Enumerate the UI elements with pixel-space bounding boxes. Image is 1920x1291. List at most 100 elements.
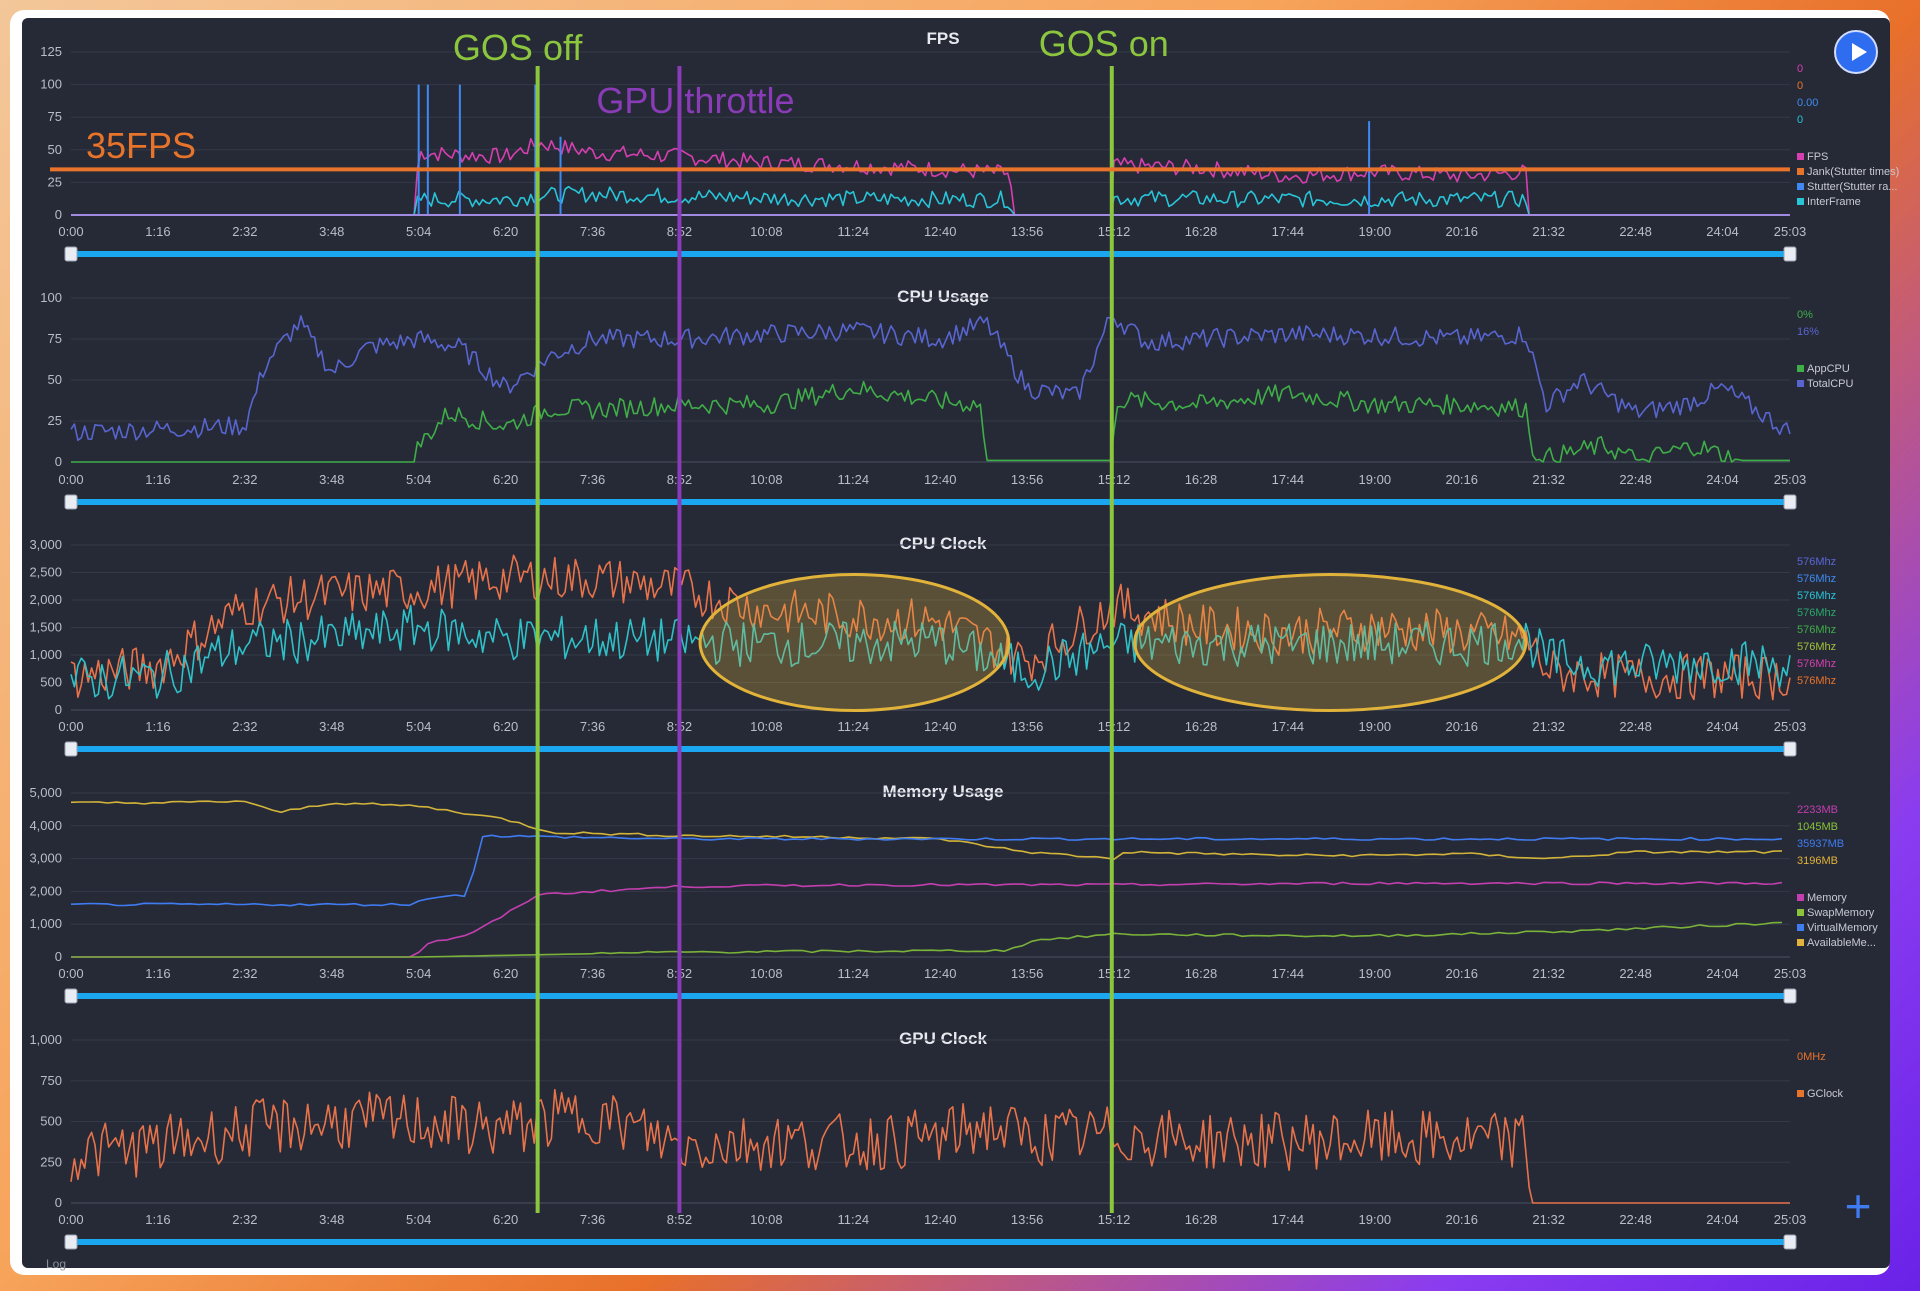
x-tick-label: 11:24 bbox=[838, 1212, 870, 1227]
x-tick-label: 24:04 bbox=[1706, 224, 1739, 239]
chart-title: CPU Usage bbox=[897, 287, 989, 306]
x-tick-label: 21:32 bbox=[1532, 472, 1565, 487]
x-tick-label: 5:04 bbox=[406, 719, 431, 734]
x-tick-label: 2:32 bbox=[232, 472, 257, 487]
fps-threshold-label: 35FPS bbox=[86, 125, 196, 166]
x-tick-label: 10:08 bbox=[750, 472, 783, 487]
x-tick-label: 5:04 bbox=[406, 472, 431, 487]
x-tick-label: 17:44 bbox=[1272, 719, 1305, 734]
legend-value: 2233MB bbox=[1797, 804, 1838, 816]
legend-value: 576Mhz bbox=[1797, 675, 1836, 687]
x-tick-label: 2:32 bbox=[232, 1212, 257, 1227]
x-tick-label: 21:32 bbox=[1532, 1212, 1565, 1227]
x-tick-label: 22:48 bbox=[1619, 966, 1652, 981]
x-tick-label: 6:20 bbox=[493, 224, 518, 239]
x-tick-label: 5:04 bbox=[406, 966, 431, 981]
x-tick-label: 11:24 bbox=[838, 472, 870, 487]
range-slider-handle-right bbox=[1783, 741, 1797, 757]
x-tick-label: 3:48 bbox=[319, 472, 344, 487]
series-line-cpu-little bbox=[70, 604, 1791, 700]
x-tick-label: 19:00 bbox=[1359, 966, 1392, 981]
x-tick-label: 19:00 bbox=[1359, 1212, 1392, 1227]
x-tick-label: 3:48 bbox=[319, 224, 344, 239]
x-tick-label: 20:16 bbox=[1445, 224, 1478, 239]
legend-label: VirtualMemory bbox=[1807, 922, 1878, 934]
y-tick-label: 1,500 bbox=[29, 620, 62, 635]
chart-title: FPS bbox=[926, 29, 959, 48]
y-tick-label: 0 bbox=[55, 702, 62, 717]
x-tick-label: 24:04 bbox=[1706, 1212, 1739, 1227]
x-tick-label: 0:00 bbox=[58, 472, 83, 487]
legend-value: 576Mhz bbox=[1797, 641, 1836, 653]
x-tick-label: 21:32 bbox=[1532, 224, 1565, 239]
legend-value: 16% bbox=[1797, 326, 1819, 338]
legend-label: SwapMemory bbox=[1807, 907, 1875, 919]
chart-title: CPU Clock bbox=[900, 534, 987, 553]
series-line-interframe bbox=[71, 185, 1790, 216]
x-tick-label: 17:44 bbox=[1272, 472, 1305, 487]
x-tick-label: 1:16 bbox=[145, 719, 170, 734]
y-tick-label: 2,500 bbox=[29, 565, 62, 580]
x-tick-label: 0:00 bbox=[58, 966, 83, 981]
x-tick-label: 25:03 bbox=[1774, 224, 1807, 239]
x-tick-label: 24:04 bbox=[1706, 472, 1739, 487]
legend-swatch bbox=[1797, 1090, 1804, 1097]
x-tick-label: 13:56 bbox=[1011, 224, 1044, 239]
y-tick-label: 0 bbox=[55, 1195, 62, 1210]
play-button[interactable] bbox=[1834, 30, 1878, 74]
y-tick-label: 3,000 bbox=[29, 851, 62, 866]
x-tick-label: 6:20 bbox=[493, 472, 518, 487]
x-tick-label: 25:03 bbox=[1774, 719, 1807, 734]
x-tick-label: 21:32 bbox=[1532, 719, 1565, 734]
x-tick-label: 10:08 bbox=[750, 966, 783, 981]
legend-label: GClock bbox=[1807, 1088, 1844, 1100]
y-tick-label: 100 bbox=[40, 77, 62, 92]
y-tick-label: 250 bbox=[40, 1154, 62, 1169]
x-tick-label: 13:56 bbox=[1011, 966, 1044, 981]
x-tick-label: 3:48 bbox=[319, 719, 344, 734]
x-tick-label: 20:16 bbox=[1445, 719, 1478, 734]
legend-value: 576Mhz bbox=[1797, 658, 1836, 670]
x-tick-label: 0:00 bbox=[58, 224, 83, 239]
y-tick-label: 2,000 bbox=[29, 883, 62, 898]
x-tick-label: 11:24 bbox=[838, 719, 870, 734]
x-tick-label: 15:12 bbox=[1098, 224, 1131, 239]
y-tick-label: 5,000 bbox=[29, 785, 62, 800]
legend-swatch bbox=[1797, 153, 1804, 160]
legend-value: 576Mhz bbox=[1797, 624, 1836, 636]
highlight-ellipse bbox=[698, 573, 1011, 712]
legend-value: 576Mhz bbox=[1797, 573, 1836, 585]
series-line-memory bbox=[71, 881, 1783, 958]
legend-swatch bbox=[1797, 939, 1804, 946]
x-tick-label: 12:40 bbox=[924, 1212, 957, 1227]
x-tick-label: 24:04 bbox=[1706, 719, 1739, 734]
y-tick-label: 500 bbox=[40, 1114, 62, 1129]
annotations: GOS off GOS on GPU throttle 35FPS bbox=[50, 23, 1790, 1213]
x-tick-label: 20:16 bbox=[1445, 1212, 1478, 1227]
series-line-appcpu bbox=[71, 380, 1790, 463]
legend-value: 0 bbox=[1797, 63, 1803, 75]
x-tick-label: 12:40 bbox=[924, 224, 957, 239]
x-tick-label: 6:20 bbox=[493, 966, 518, 981]
x-tick-label: 13:56 bbox=[1011, 719, 1044, 734]
chart-panel-2: CPU Clock 0 500 1,000 1,500 2,000 2,500 3,000 0:… bbox=[29, 534, 1836, 757]
legend-swatch bbox=[1797, 183, 1804, 190]
x-tick-label: 15:12 bbox=[1098, 1212, 1131, 1227]
range-slider-handle-left bbox=[64, 988, 78, 1004]
chart-title: GPU Clock bbox=[899, 1029, 987, 1048]
legend-label: FPS bbox=[1807, 151, 1828, 163]
add-button[interactable]: + bbox=[1838, 1183, 1878, 1229]
series-line-availablememory bbox=[70, 800, 1783, 860]
legend-value: 0MHz bbox=[1797, 1051, 1826, 1063]
legend-swatch bbox=[1797, 894, 1804, 901]
range-slider-handle-left bbox=[64, 741, 78, 757]
y-tick-label: 500 bbox=[40, 675, 62, 690]
legend-swatch bbox=[1797, 924, 1804, 931]
x-tick-label: 21:32 bbox=[1532, 966, 1565, 981]
x-tick-label: 16:28 bbox=[1185, 224, 1218, 239]
legend-value: 576Mhz bbox=[1797, 607, 1836, 619]
x-tick-label: 19:00 bbox=[1359, 224, 1392, 239]
x-tick-label: 7:36 bbox=[580, 224, 605, 239]
x-tick-label: 10:08 bbox=[750, 719, 783, 734]
gpu-throttle-label: GPU throttle bbox=[596, 80, 794, 121]
